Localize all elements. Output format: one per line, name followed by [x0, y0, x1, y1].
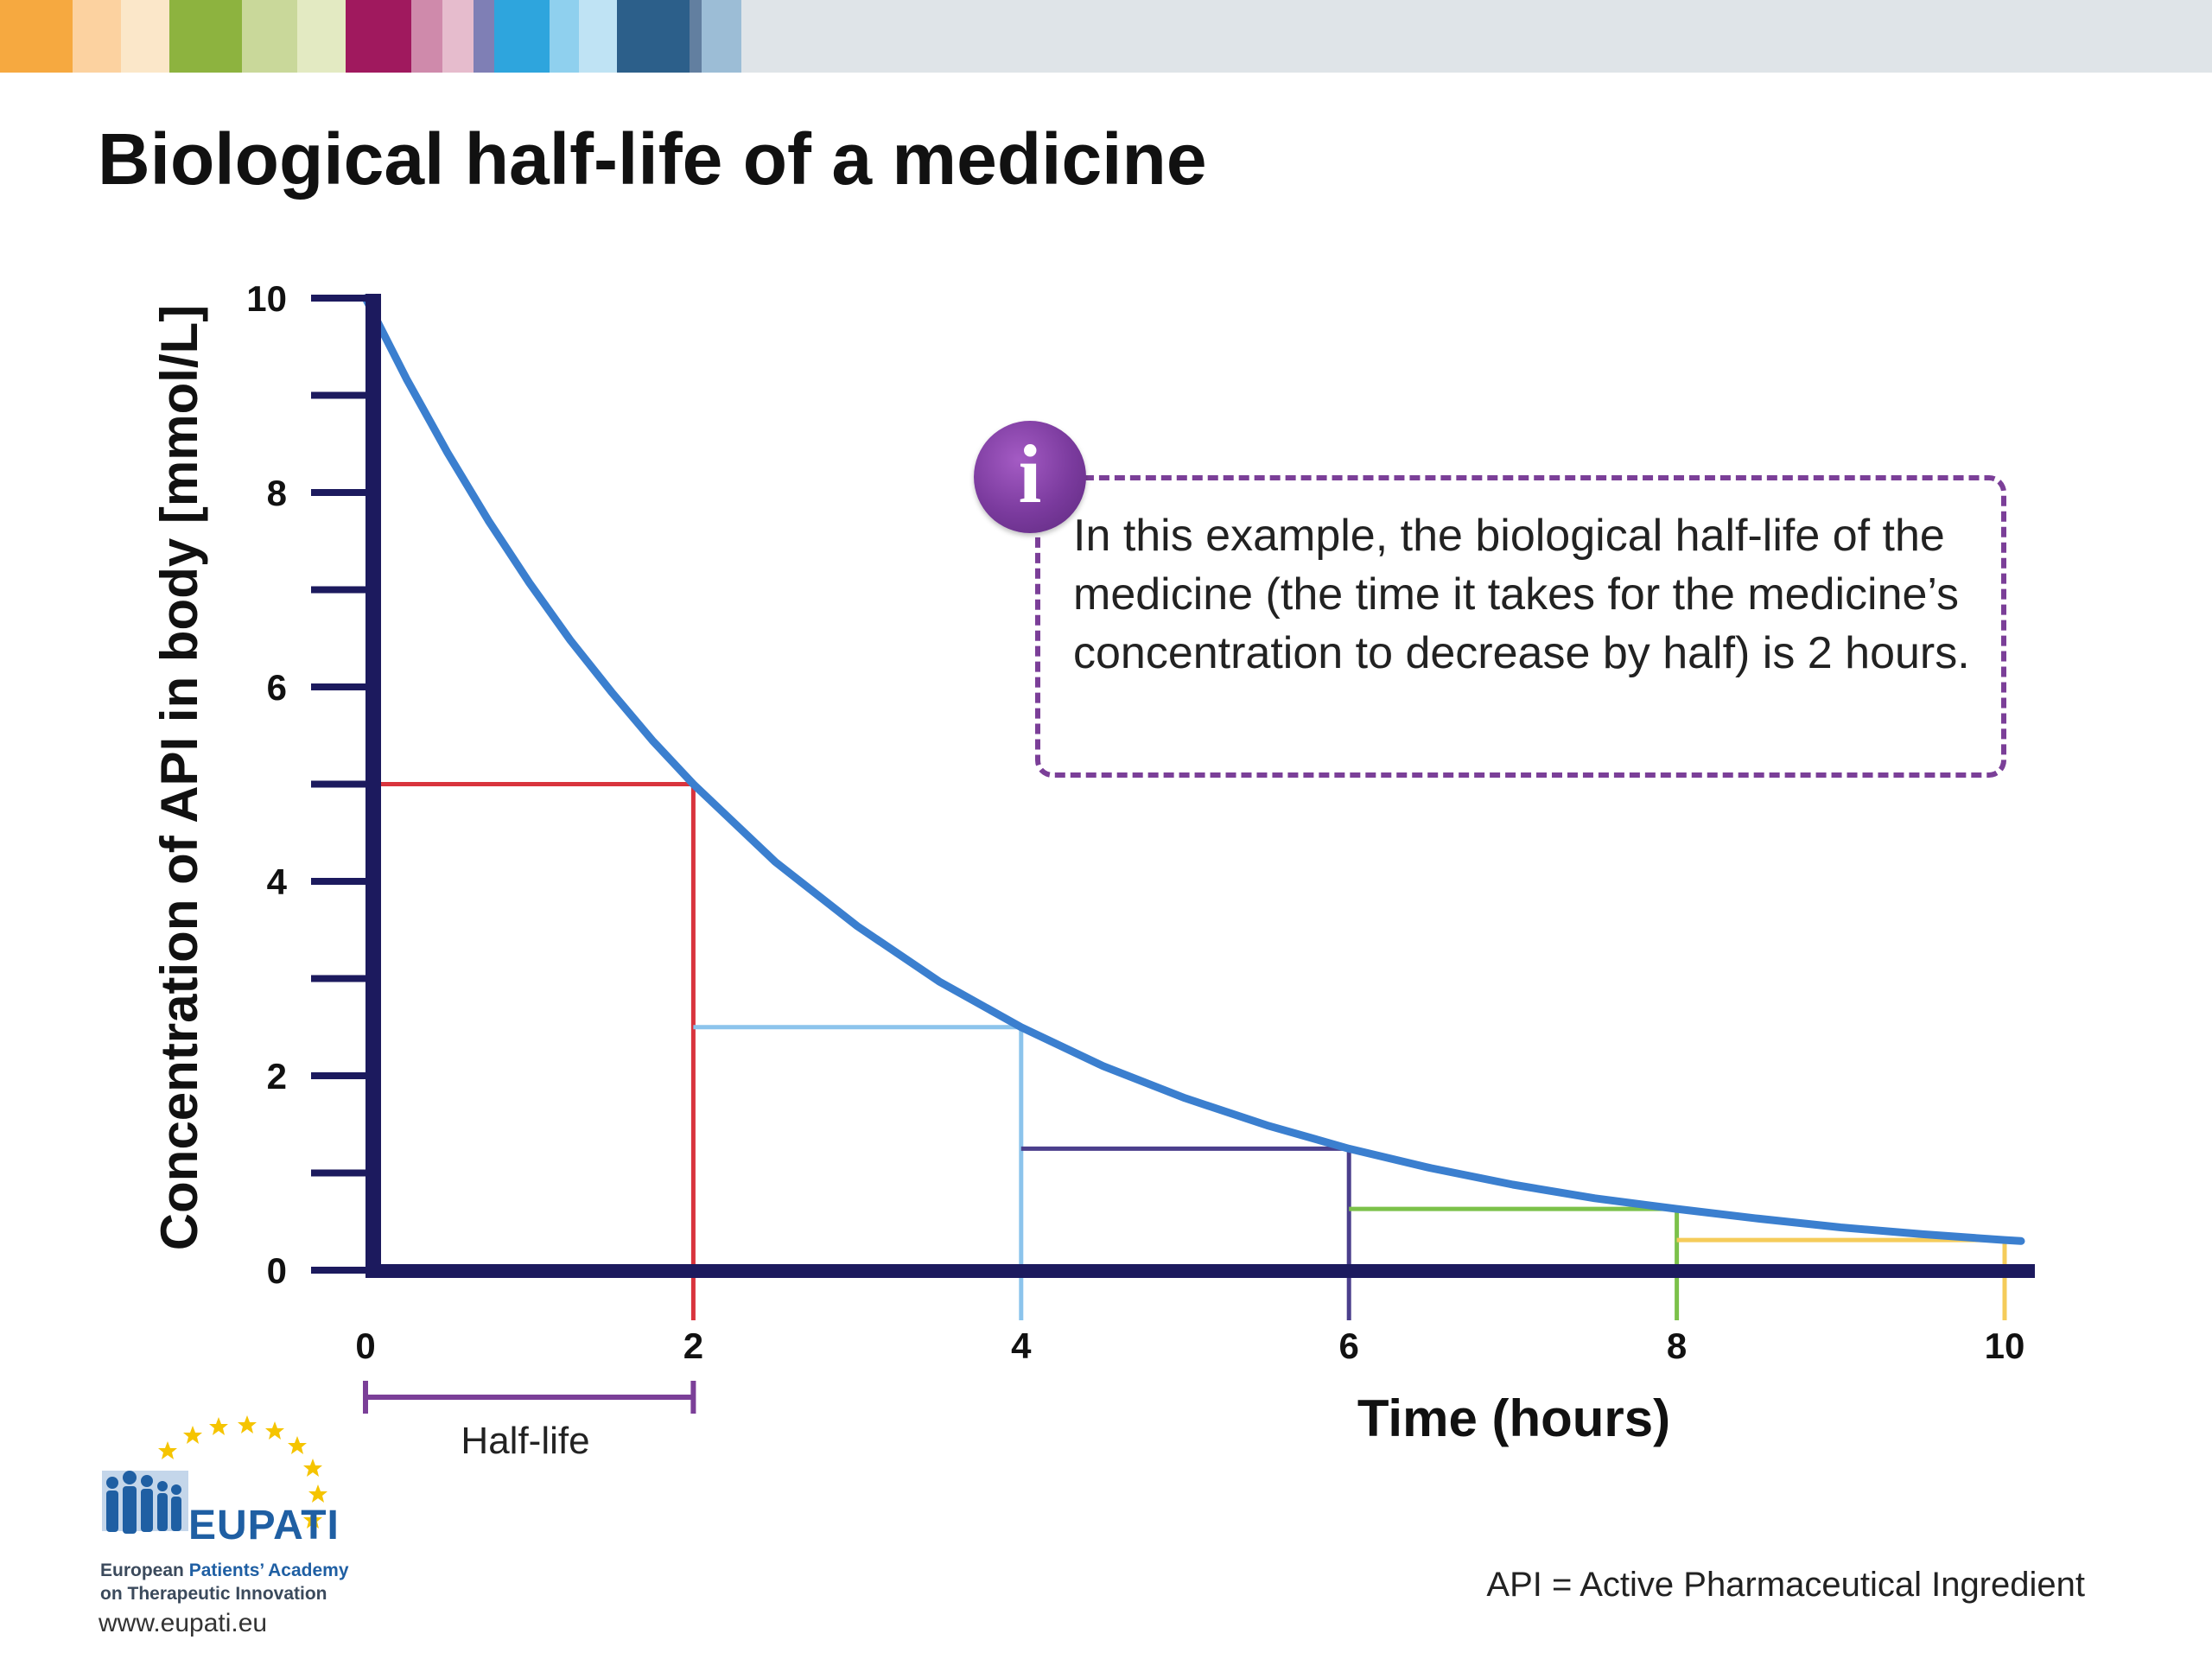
- logo-url: www.eupati.eu: [99, 1609, 268, 1637]
- tick-labels: 0 2 4 6 8 10 0 2 4 6 8 10: [246, 278, 2024, 1366]
- half-life-bracket: [363, 1381, 696, 1414]
- logo-people-icon: [102, 1471, 188, 1534]
- top-bar-segment: [297, 0, 346, 73]
- top-bar-segment: [579, 0, 617, 73]
- top-bar-segment: [169, 0, 242, 73]
- x-tick-label: 0: [355, 1325, 375, 1366]
- logo-name: EUPATI: [188, 1503, 340, 1548]
- y-tick-label: 2: [267, 1056, 287, 1096]
- top-bar-segment: [73, 0, 121, 73]
- logo-subtitle-line1: European Patients’ Academy: [100, 1560, 349, 1580]
- page-title: Biological half-life of a medicine: [98, 118, 1207, 200]
- x-tick-label: 4: [1011, 1325, 1032, 1366]
- axes: [311, 294, 2035, 1278]
- info-icon: i: [974, 421, 1086, 533]
- x-tick-label: 6: [1339, 1325, 1359, 1366]
- y-tick-label: 10: [246, 278, 287, 319]
- top-bar-segment: [346, 0, 411, 73]
- info-callout-box: [1035, 475, 2006, 778]
- footnote: API = Active Pharmaceutical Ingredient: [1486, 1566, 2085, 1604]
- top-bar-segment: [494, 0, 550, 73]
- decay-curve: [361, 294, 2025, 1245]
- half-life-label: Half-life: [461, 1420, 589, 1462]
- x-axis-title: Time (hours): [1357, 1389, 1670, 1447]
- top-bar-segment: [0, 0, 73, 73]
- top-bar-segment: [690, 0, 702, 73]
- x-tick-label: 2: [683, 1325, 703, 1366]
- top-bar-segment: [411, 0, 442, 73]
- y-tick-label: 8: [267, 473, 287, 513]
- decay-curve-layer: [361, 294, 2025, 1245]
- top-bar-segment: [741, 0, 2212, 73]
- top-bar-segment: [617, 0, 690, 73]
- top-bar-segment: [702, 0, 741, 73]
- top-bar-segment: [442, 0, 474, 73]
- y-tick-label: 6: [267, 667, 287, 708]
- logo-stars-icon: [158, 1415, 327, 1529]
- info-callout-text: In this example, the biological half-lif…: [1073, 511, 1970, 678]
- y-tick-label: 4: [267, 861, 288, 902]
- top-bar-segment: [474, 0, 494, 73]
- y-tick-label: 0: [267, 1250, 287, 1291]
- x-tick-label: 10: [1985, 1325, 2025, 1366]
- top-bar-segment: [550, 0, 579, 73]
- y-axis-title: Concentration of API in body [mmol/L]: [150, 305, 208, 1250]
- eupati-logo: [102, 1415, 327, 1534]
- x-tick-label: 8: [1667, 1325, 1687, 1366]
- reference-lines: [324, 782, 2007, 1320]
- top-bar-segment: [121, 0, 169, 73]
- logo-subtitle-line2: on Therapeutic Innovation: [100, 1584, 327, 1604]
- top-color-bar: [0, 0, 2212, 73]
- top-bar-segment: [242, 0, 297, 73]
